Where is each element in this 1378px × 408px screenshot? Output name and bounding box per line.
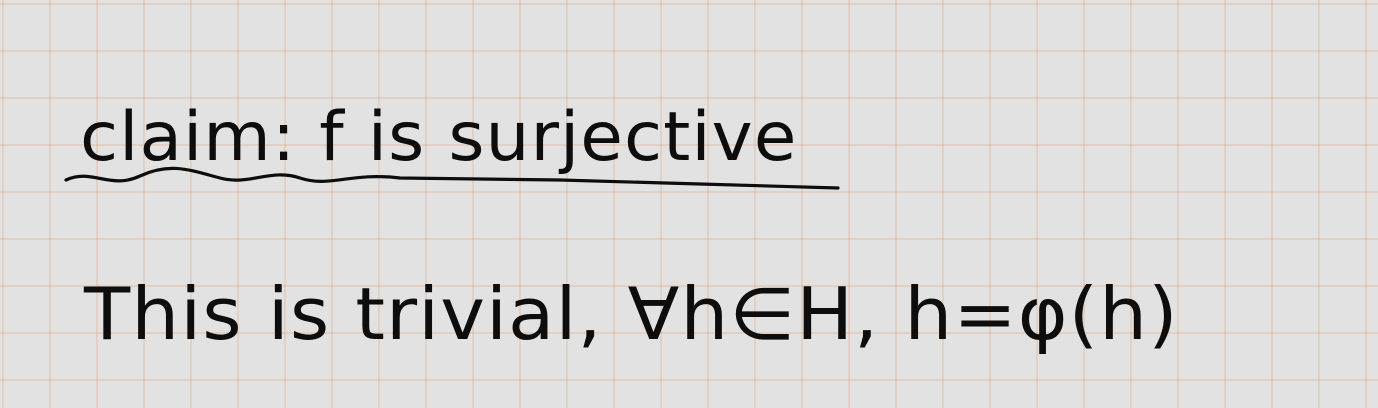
handwritten-proof-line: This is trivial, ∀h∈H, h=φ(h) — [84, 272, 1179, 356]
handwritten-claim-line: claim: f is surjective — [80, 98, 798, 177]
